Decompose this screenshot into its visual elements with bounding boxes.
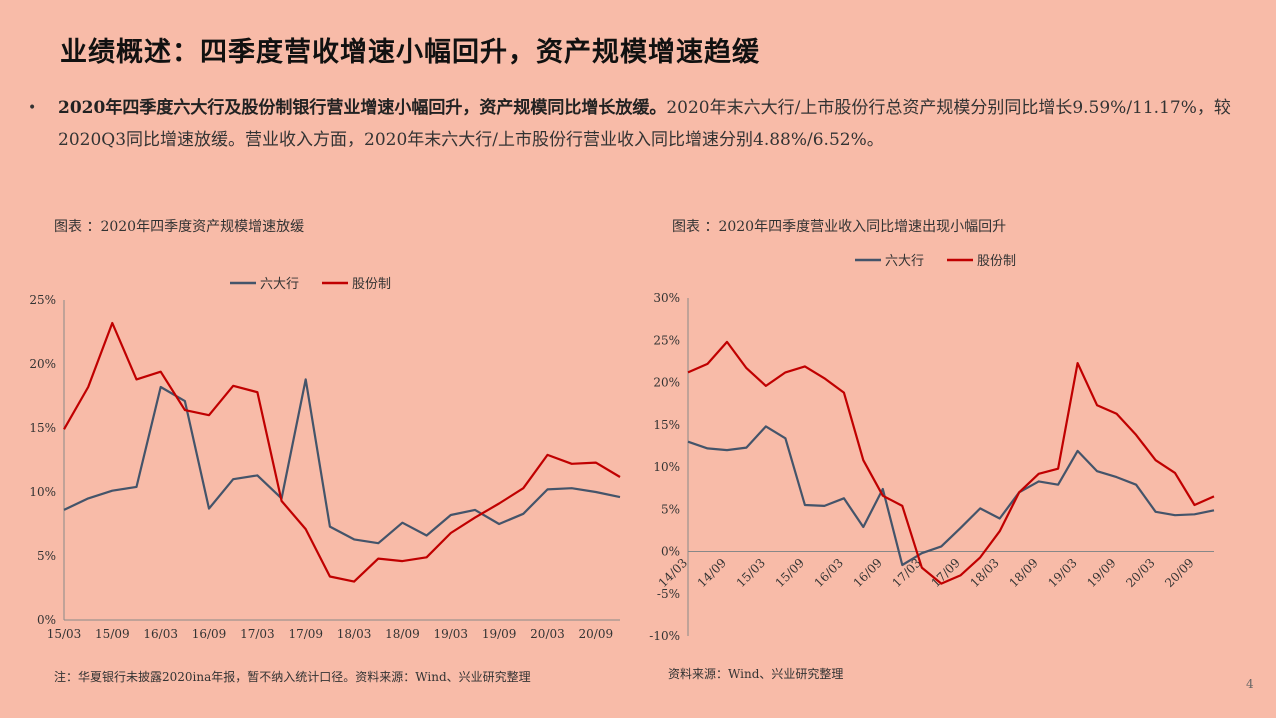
- chart2-y-tick-label: -5%: [657, 587, 680, 601]
- chart2-series-line-big-six: [687, 425, 1215, 567]
- chart1-x-tick-label: 19/09: [482, 627, 517, 641]
- chart2-x-tick-label: 19/09: [1084, 556, 1118, 590]
- left-chart-caption: 图表 ：2020年四季度资产规模增速放缓: [54, 219, 305, 235]
- asset-growth-chart: 0% 5% 10% 15% 20% 25% 15/03 15/09 16/03 16/09 17/0…: [29, 277, 621, 641]
- chart2-x-tick-label: 20/09: [1162, 556, 1196, 590]
- chart1-series-line-big-six: [63, 378, 621, 545]
- chart2-x-tick-label: 15/03: [734, 556, 768, 590]
- revenue-growth-chart: -10%-5%0%5%10%15%20%25%30%14/03 14/09 15/0…: [649, 254, 1215, 643]
- chart1-series-line-joint-stock: [63, 321, 621, 583]
- left-chart-note: 注：华夏银行未披露2020ina年报，暂不纳入统计口径。资料来源：Wind、兴业…: [54, 670, 531, 684]
- chart1-y-tick-label: 20%: [29, 357, 56, 371]
- chart2-y-tick-label: 10%: [653, 460, 680, 474]
- bullet-text: 2020年四季度六大行及股份制银行营业增速小幅回升，资产规模同比增长放缓。202…: [28, 92, 1263, 156]
- chart2-x-tick-label: 17/09: [929, 556, 963, 590]
- chart1-x-tick-label: 19/03: [433, 627, 468, 641]
- chart2-x-tick-label: 20/03: [1123, 556, 1157, 590]
- right-chart-note: 资料来源：Wind、兴业研究整理: [668, 667, 844, 681]
- bullet-bold-lead: 2020年四季度六大行及股份制银行营业增速小幅回升，资产规模同比增长放缓。: [58, 98, 667, 118]
- summary-bullet: • 2020年四季度六大行及股份制银行营业增速小幅回升，资产规模同比增长放缓。2…: [28, 92, 1263, 156]
- chart2-x-tick-label: 18/03: [967, 556, 1001, 590]
- chart1-x-tick-label: 20/03: [530, 627, 565, 641]
- chart1-x-tick-label: 18/03: [337, 627, 372, 641]
- chart2-y-tick-label: 0%: [661, 545, 680, 559]
- chart2-y-tick-label: 15%: [653, 418, 680, 432]
- chart2-y-tick-label: 30%: [653, 291, 680, 305]
- chart2-legend-label: 股份制: [977, 254, 1016, 269]
- chart1-x-tick-label: 17/03: [240, 627, 275, 641]
- chart2-x-tick-label: 18/09: [1006, 556, 1040, 590]
- chart1-x-tick-label: 17/09: [288, 627, 323, 641]
- chart1-x-tick-label: 20/09: [579, 627, 614, 641]
- chart2-x-tick-label: 16/03: [812, 556, 846, 590]
- chart1-x-tick-label: 15/09: [95, 627, 130, 641]
- chart2-legend-label: 六大行: [885, 254, 924, 269]
- chart1-y-tick-label: 5%: [37, 549, 56, 563]
- page-title: 业绩概述：四季度营收增速小幅回升，资产规模增速趋缓: [60, 37, 760, 68]
- bullet-body: 2020年末六大行/上市股份行总资产规模分别同比增长9.59%/11.17%，较…: [58, 98, 1231, 150]
- chart2-y-tick-label: 5%: [661, 502, 680, 516]
- chart2-y-tick-label: -10%: [649, 629, 680, 643]
- chart2-series-line-joint-stock: [687, 340, 1215, 585]
- bullet-marker: •: [28, 100, 37, 116]
- chart1-x-tick-label: 18/09: [385, 627, 420, 641]
- chart2-x-tick-label: 14/03: [656, 556, 690, 590]
- chart1-y-tick-label: 15%: [29, 421, 56, 435]
- chart1-x-tick-label: 16/09: [192, 627, 227, 641]
- chart1-y-tick-label: 0%: [37, 613, 56, 627]
- chart2-y-tick-label: 20%: [653, 376, 680, 390]
- chart2-x-tick-label: 14/09: [695, 556, 729, 590]
- chart2-x-tick-label: 19/03: [1045, 556, 1079, 590]
- chart2-y-tick-label: 25%: [653, 333, 680, 347]
- chart1-y-tick-label: 25%: [29, 293, 56, 307]
- page-number: 4: [1246, 677, 1254, 691]
- chart1-legend-label: 六大行: [260, 277, 299, 292]
- chart1-x-tick-label: 16/03: [143, 627, 178, 641]
- chart1-x-tick-label: 15/03: [47, 627, 82, 641]
- chart2-x-tick-label: 16/09: [851, 556, 885, 590]
- chart1-y-tick-label: 10%: [29, 485, 56, 499]
- right-chart-caption: 图表 ：2020年四季度营业收入同比增速出现小幅回升: [672, 219, 1007, 235]
- chart2-x-tick-label: 15/09: [773, 556, 807, 590]
- chart1-legend-label: 股份制: [352, 277, 391, 292]
